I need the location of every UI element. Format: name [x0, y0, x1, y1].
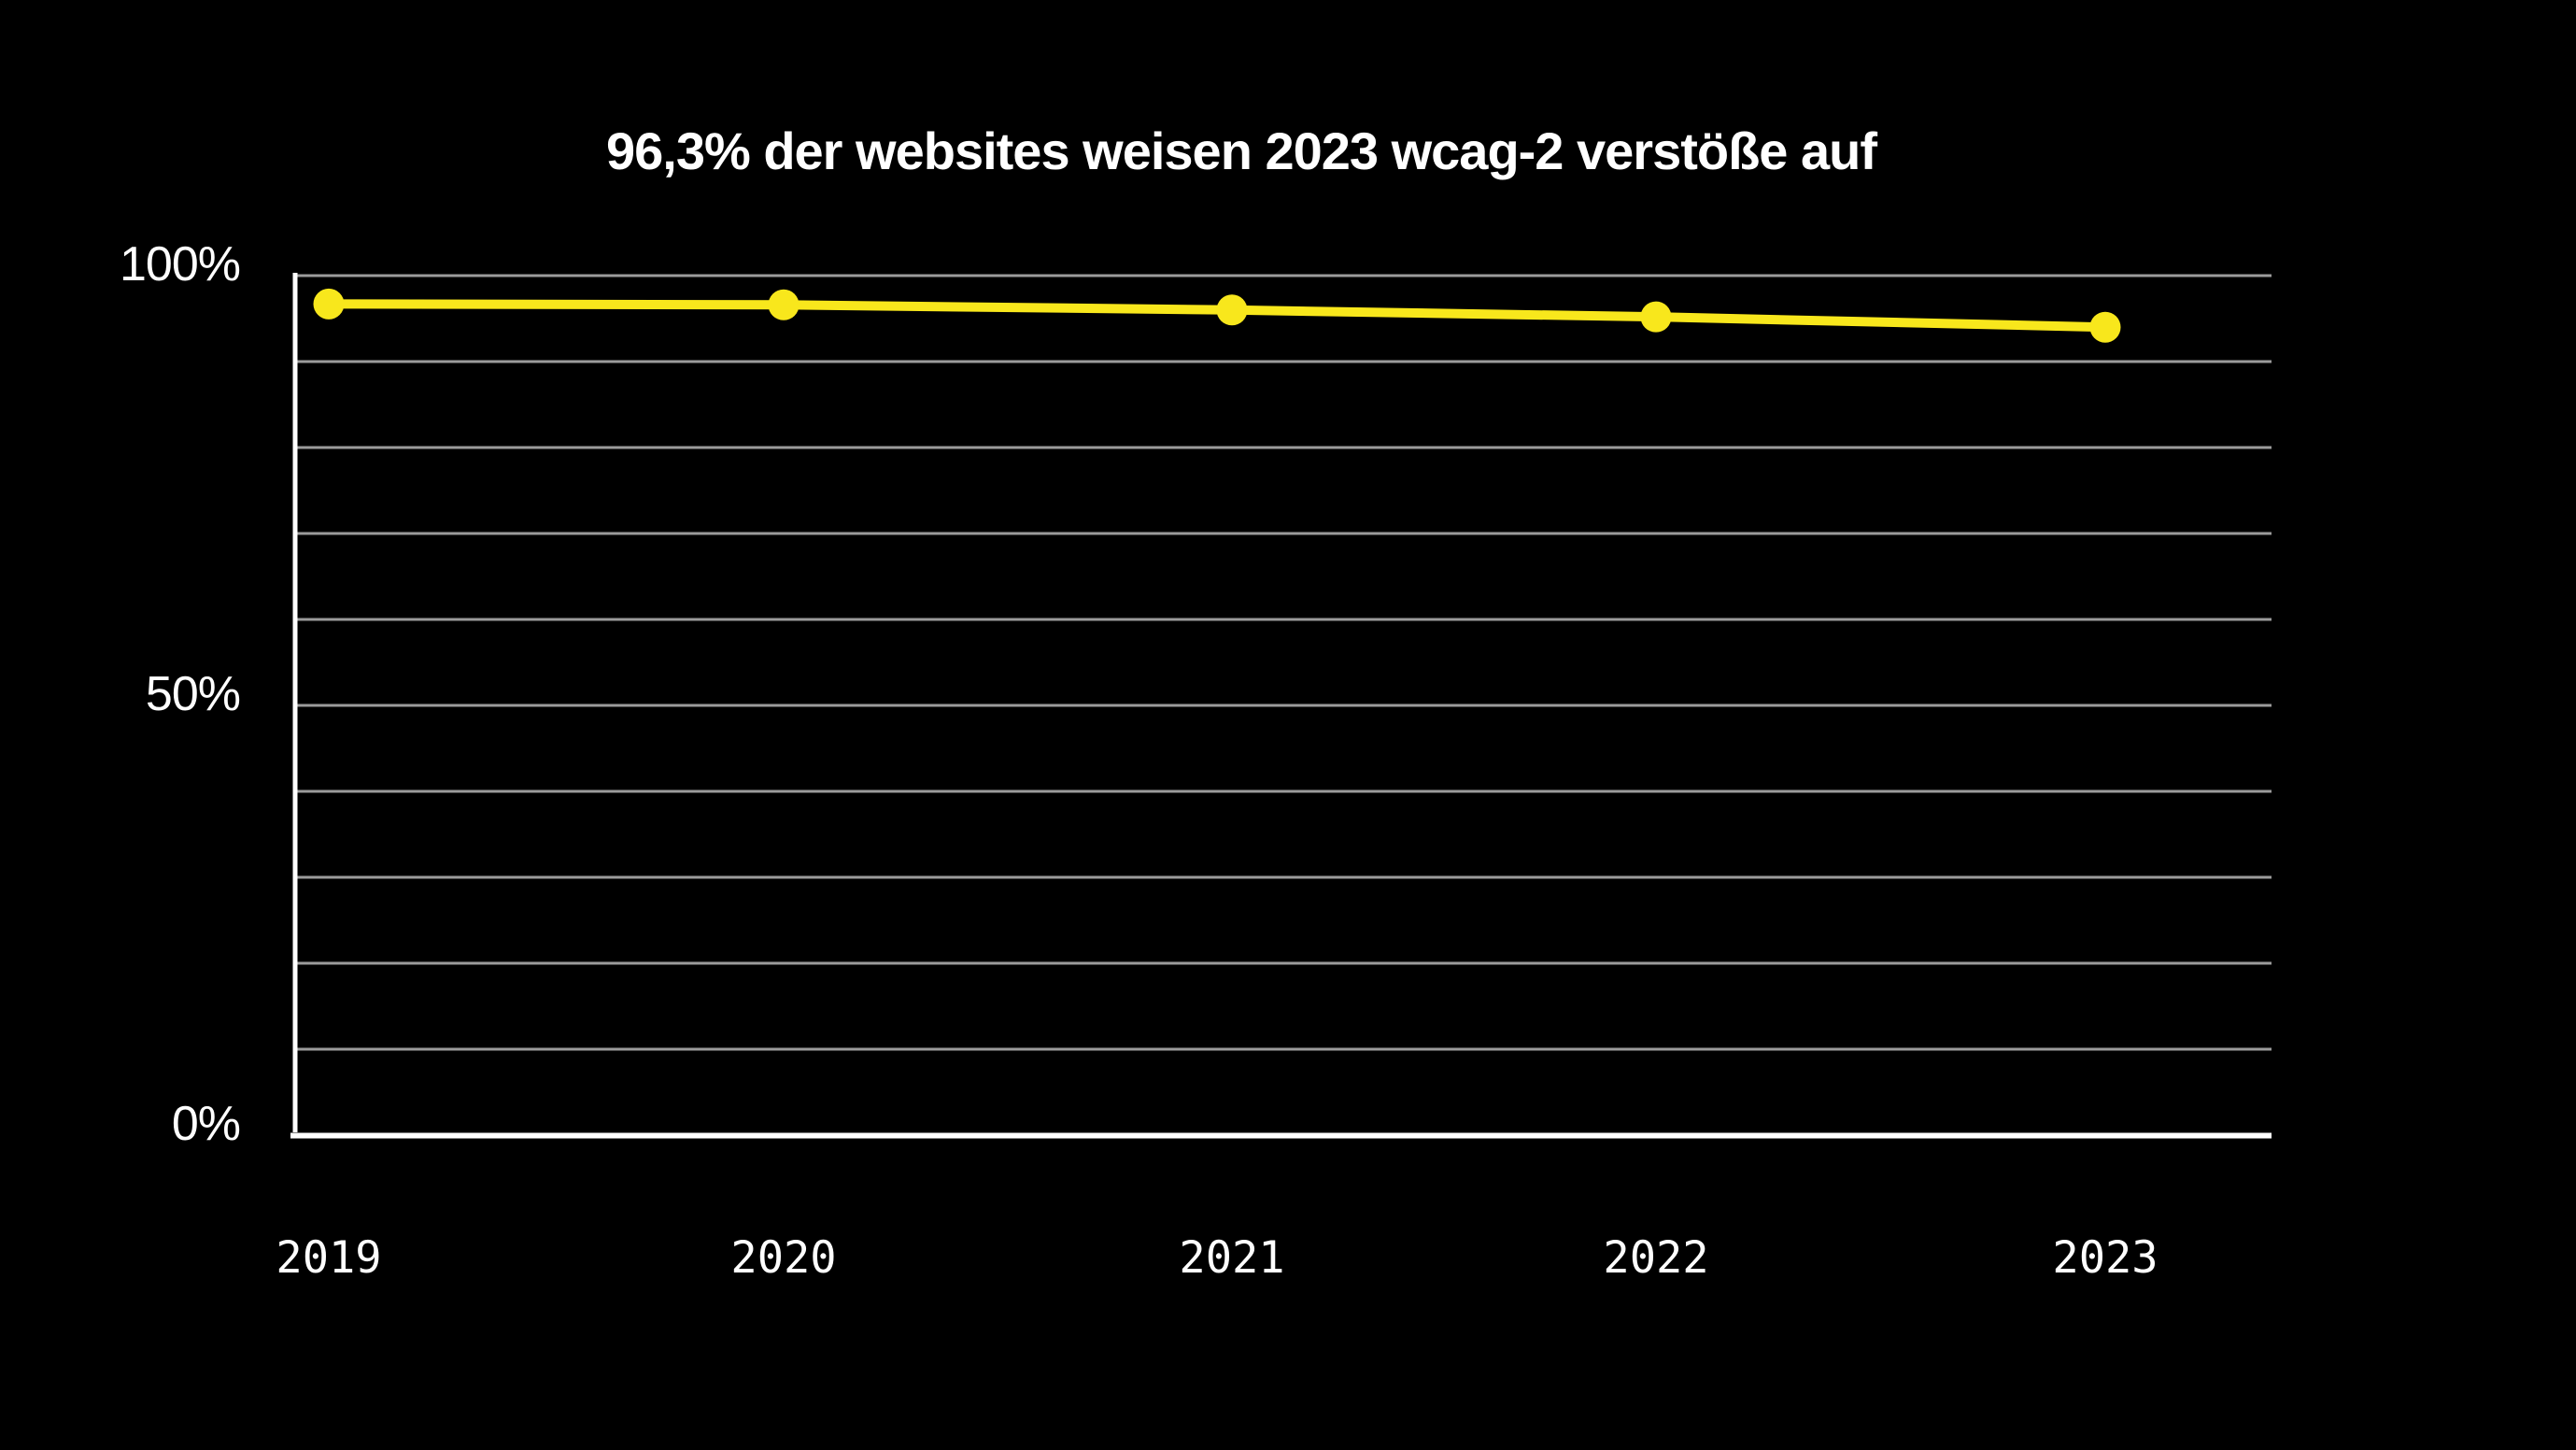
- x-tick-label-2022: 2022: [1603, 1232, 1708, 1284]
- data-point-2021: [1216, 294, 1248, 326]
- x-tick-label-2021: 2021: [1179, 1232, 1284, 1284]
- data-point-2023: [2089, 311, 2121, 343]
- x-tick-label-2023: 2023: [2052, 1232, 2158, 1284]
- chart-title: 96,3% der websites weisen 2023 wcag-2 ve…: [605, 121, 1877, 180]
- y-tick-label-0: 0%: [172, 1097, 240, 1151]
- y-tick-label-100: 100%: [120, 237, 240, 291]
- data-point-2020: [768, 289, 800, 320]
- data-point-2022: [1640, 301, 1672, 333]
- y-tick-label-50: 50%: [146, 667, 240, 721]
- data-point-2019: [313, 288, 345, 320]
- x-tick-label-2020: 2020: [730, 1232, 836, 1284]
- x-tick-label-2019: 2019: [276, 1232, 381, 1284]
